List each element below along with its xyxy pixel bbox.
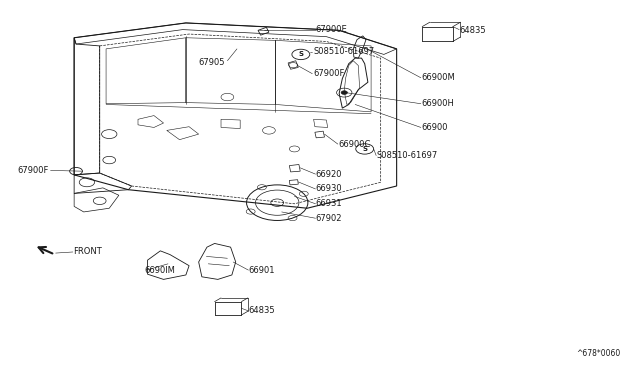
Text: 67902: 67902 <box>316 214 342 223</box>
Text: 67900F: 67900F <box>314 69 345 78</box>
Text: 64835: 64835 <box>460 26 486 35</box>
Text: 66920: 66920 <box>316 170 342 179</box>
Text: 66901: 66901 <box>248 266 275 275</box>
Text: 66900H: 66900H <box>421 99 454 108</box>
Circle shape <box>341 91 348 94</box>
Text: 66900C: 66900C <box>338 140 371 149</box>
Text: 67900F: 67900F <box>17 166 49 174</box>
Text: 6690lM: 6690lM <box>145 266 175 275</box>
Text: S: S <box>362 146 367 152</box>
Text: 67900E: 67900E <box>316 25 348 35</box>
Text: 64835: 64835 <box>248 307 275 315</box>
Text: 66900: 66900 <box>421 123 447 132</box>
Text: 66930: 66930 <box>316 185 342 193</box>
Text: FRONT: FRONT <box>73 247 102 256</box>
Text: 67905: 67905 <box>198 58 225 67</box>
Text: S08510-61697: S08510-61697 <box>376 151 438 160</box>
Text: 66900M: 66900M <box>421 73 454 82</box>
Text: S08510-61697: S08510-61697 <box>314 46 375 55</box>
Text: 66931: 66931 <box>316 199 342 208</box>
Text: ^678*0060: ^678*0060 <box>576 349 620 358</box>
Text: S: S <box>298 51 303 57</box>
